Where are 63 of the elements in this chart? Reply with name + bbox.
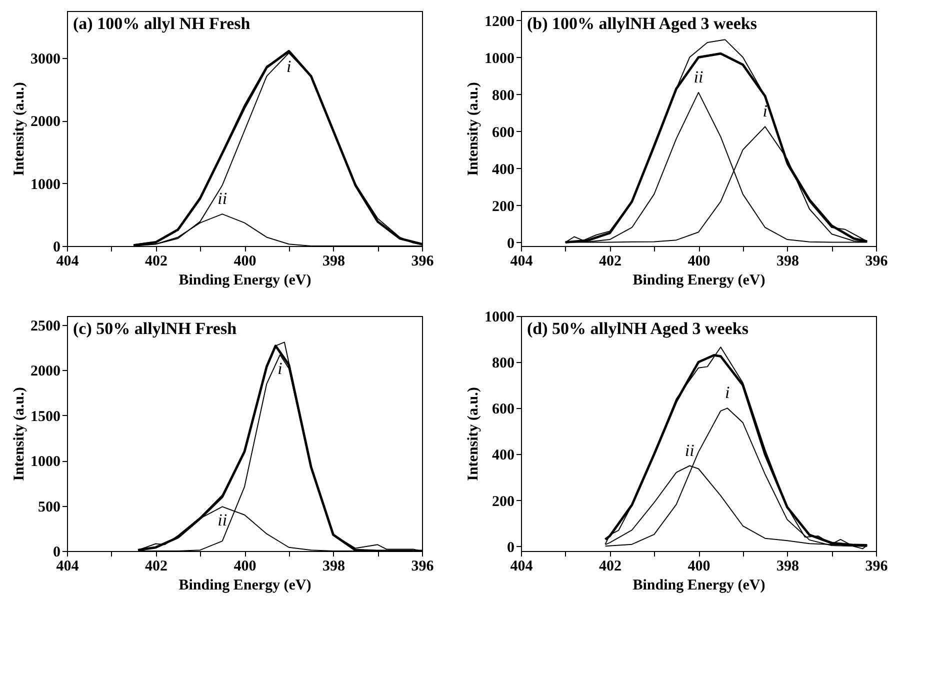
y-axis-title: Intensity (a.u.) (12, 82, 28, 176)
y-tick-label: 400 (492, 448, 514, 464)
y-axis-title: Intensity (a.u.) (12, 387, 28, 481)
x-tick-label: 400 (688, 558, 710, 574)
annotation: ii (694, 67, 704, 86)
y-tick-label: 800 (492, 88, 514, 104)
y-tick-label: 1000 (484, 50, 514, 67)
y-tick-label: 3000 (30, 52, 60, 68)
x-tick-label: 396 (411, 254, 434, 270)
y-tick-label: 1000 (30, 454, 60, 470)
annotation: ii (218, 510, 228, 530)
annotation: i (286, 56, 292, 76)
chart-title: (d) 50% allylNH Aged 3 weeks (527, 319, 749, 338)
x-tick-label: 398 (776, 558, 799, 574)
y-tick-label: 200 (492, 494, 514, 510)
annotation: i (724, 383, 730, 402)
x-tick-label: 402 (599, 254, 622, 270)
y-tick-label: 2000 (30, 364, 60, 380)
chart-title: (b) 100% allylNH Aged 3 weeks (527, 14, 758, 33)
x-tick-label: 400 (234, 558, 256, 574)
x-tick-label: 402 (599, 558, 622, 574)
x-axis-title: Binding Energy (eV) (178, 578, 312, 594)
x-tick-label: 404 (510, 558, 534, 574)
y-axis-title: Intensity (a.u.) (466, 82, 482, 176)
y-tick-label: 1200 (484, 14, 514, 30)
chart-title: (a) 100% allyl NH Fresh (73, 14, 251, 33)
x-tick-label: 404 (510, 254, 534, 270)
annotation: i (278, 358, 283, 378)
y-tick-label: 600 (492, 124, 514, 141)
x-tick-label: 398 (322, 558, 345, 574)
x-axis-title: Binding Energy (eV) (632, 578, 766, 594)
y-tick-label: 0 (53, 240, 60, 256)
y-tick-label: 1500 (30, 408, 60, 425)
annotation: i (762, 102, 768, 121)
y-axis-title: Intensity (a.u.) (466, 387, 482, 481)
x-tick-label: 398 (776, 254, 799, 270)
y-tick-label: 2500 (30, 318, 60, 335)
x-tick-label: 396 (411, 558, 434, 574)
x-axis-title: Binding Energy (eV) (632, 272, 766, 288)
x-tick-label: 396 (865, 558, 888, 574)
y-tick-label: 0 (53, 544, 60, 560)
x-tick-label: 402 (145, 558, 168, 574)
y-tick-label: 200 (492, 198, 514, 215)
y-tick-label: 600 (492, 402, 514, 418)
x-tick-label: 402 (145, 254, 168, 270)
y-tick-label: 400 (492, 162, 514, 178)
x-axis-title: Binding Energy (eV) (178, 272, 312, 288)
x-tick-label: 404 (56, 254, 80, 270)
x-tick-label: 398 (322, 254, 345, 270)
x-tick-label: 404 (56, 558, 80, 574)
y-tick-label: 0 (507, 540, 514, 556)
annotation: ii (684, 440, 695, 460)
chart-title: (c) 50% allylNH Fresh (73, 319, 238, 338)
y-tick-label: 1000 (484, 310, 514, 326)
y-tick-label: 1000 (30, 176, 60, 193)
x-tick-label: 400 (234, 254, 256, 270)
y-tick-label: 0 (507, 236, 514, 252)
x-tick-label: 400 (688, 254, 710, 270)
y-tick-label: 800 (492, 356, 514, 372)
y-tick-label: 2000 (30, 114, 60, 130)
annotation: ii (218, 189, 228, 208)
x-tick-label: 396 (865, 254, 888, 270)
y-tick-label: 500 (38, 499, 60, 516)
